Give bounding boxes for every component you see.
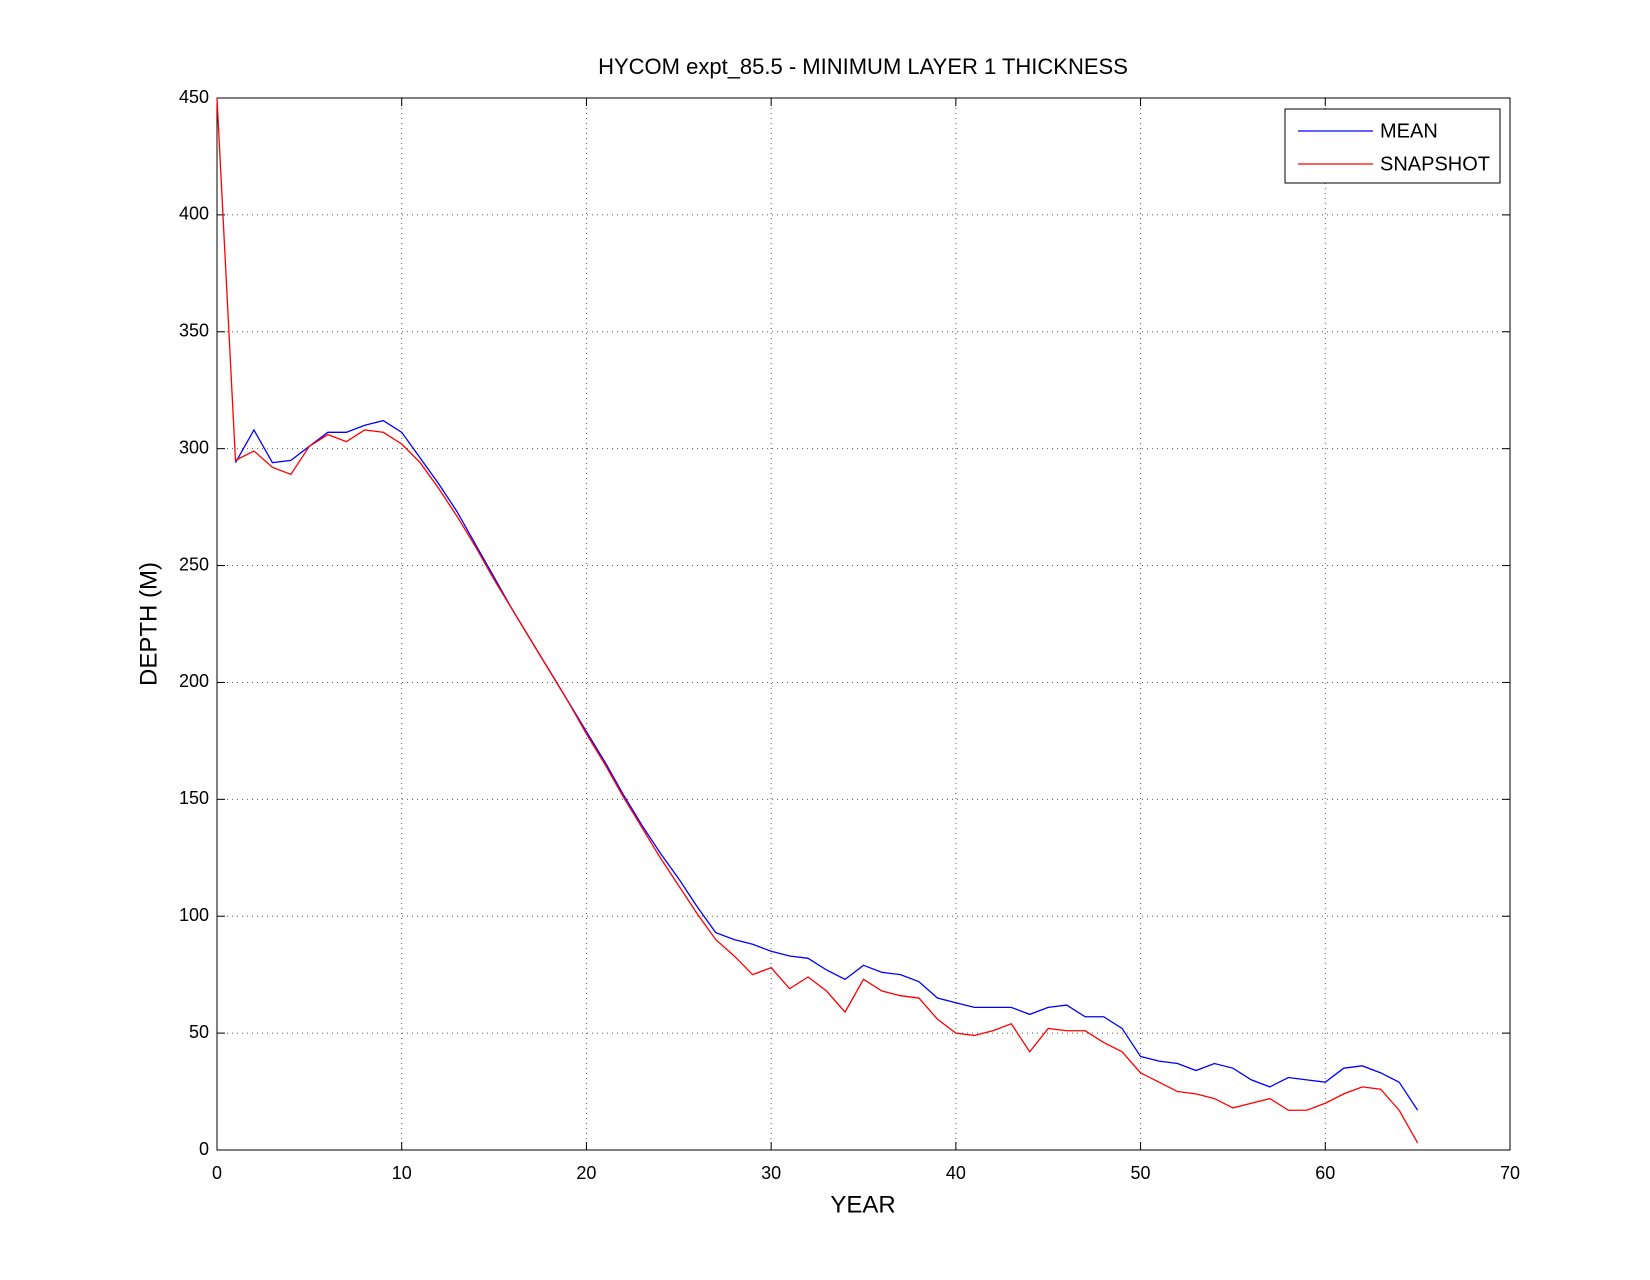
y-tick-label: 50: [189, 1022, 209, 1042]
x-tick-label: 70: [1500, 1163, 1520, 1183]
legend-label: SNAPSHOT: [1380, 153, 1490, 175]
y-tick-label: 250: [179, 554, 209, 574]
x-tick-label: 30: [761, 1163, 781, 1183]
data-line: [234, 419, 1419, 1111]
y-tick-label: 350: [179, 321, 209, 341]
x-tick-label: 60: [1315, 1163, 1335, 1183]
y-tick-label: 100: [179, 905, 209, 925]
x-tick-label: 20: [576, 1163, 596, 1183]
x-tick-label: 10: [392, 1163, 412, 1183]
x-tick-label: 50: [1131, 1163, 1151, 1183]
y-tick-label: 200: [179, 671, 209, 691]
y-tick-label: 150: [179, 788, 209, 808]
chart-title: HYCOM expt_85.5 - MINIMUM LAYER 1 THICKN…: [598, 54, 1128, 79]
x-tick-label: 0: [212, 1163, 222, 1183]
x-axis-label: YEAR: [830, 1191, 895, 1218]
y-tick-label: 450: [179, 87, 209, 107]
legend-label: MEAN: [1380, 120, 1438, 142]
y-tick-label: 0: [199, 1139, 209, 1159]
y-tick-label: 400: [179, 204, 209, 224]
y-tick-label: 300: [179, 437, 209, 457]
legend-box: [1284, 108, 1501, 184]
plot-frame: [216, 97, 1511, 1151]
x-tick-label: 40: [946, 1163, 966, 1183]
y-axis-label: DEPTH (M): [135, 562, 162, 686]
data-line: [216, 97, 1419, 1144]
